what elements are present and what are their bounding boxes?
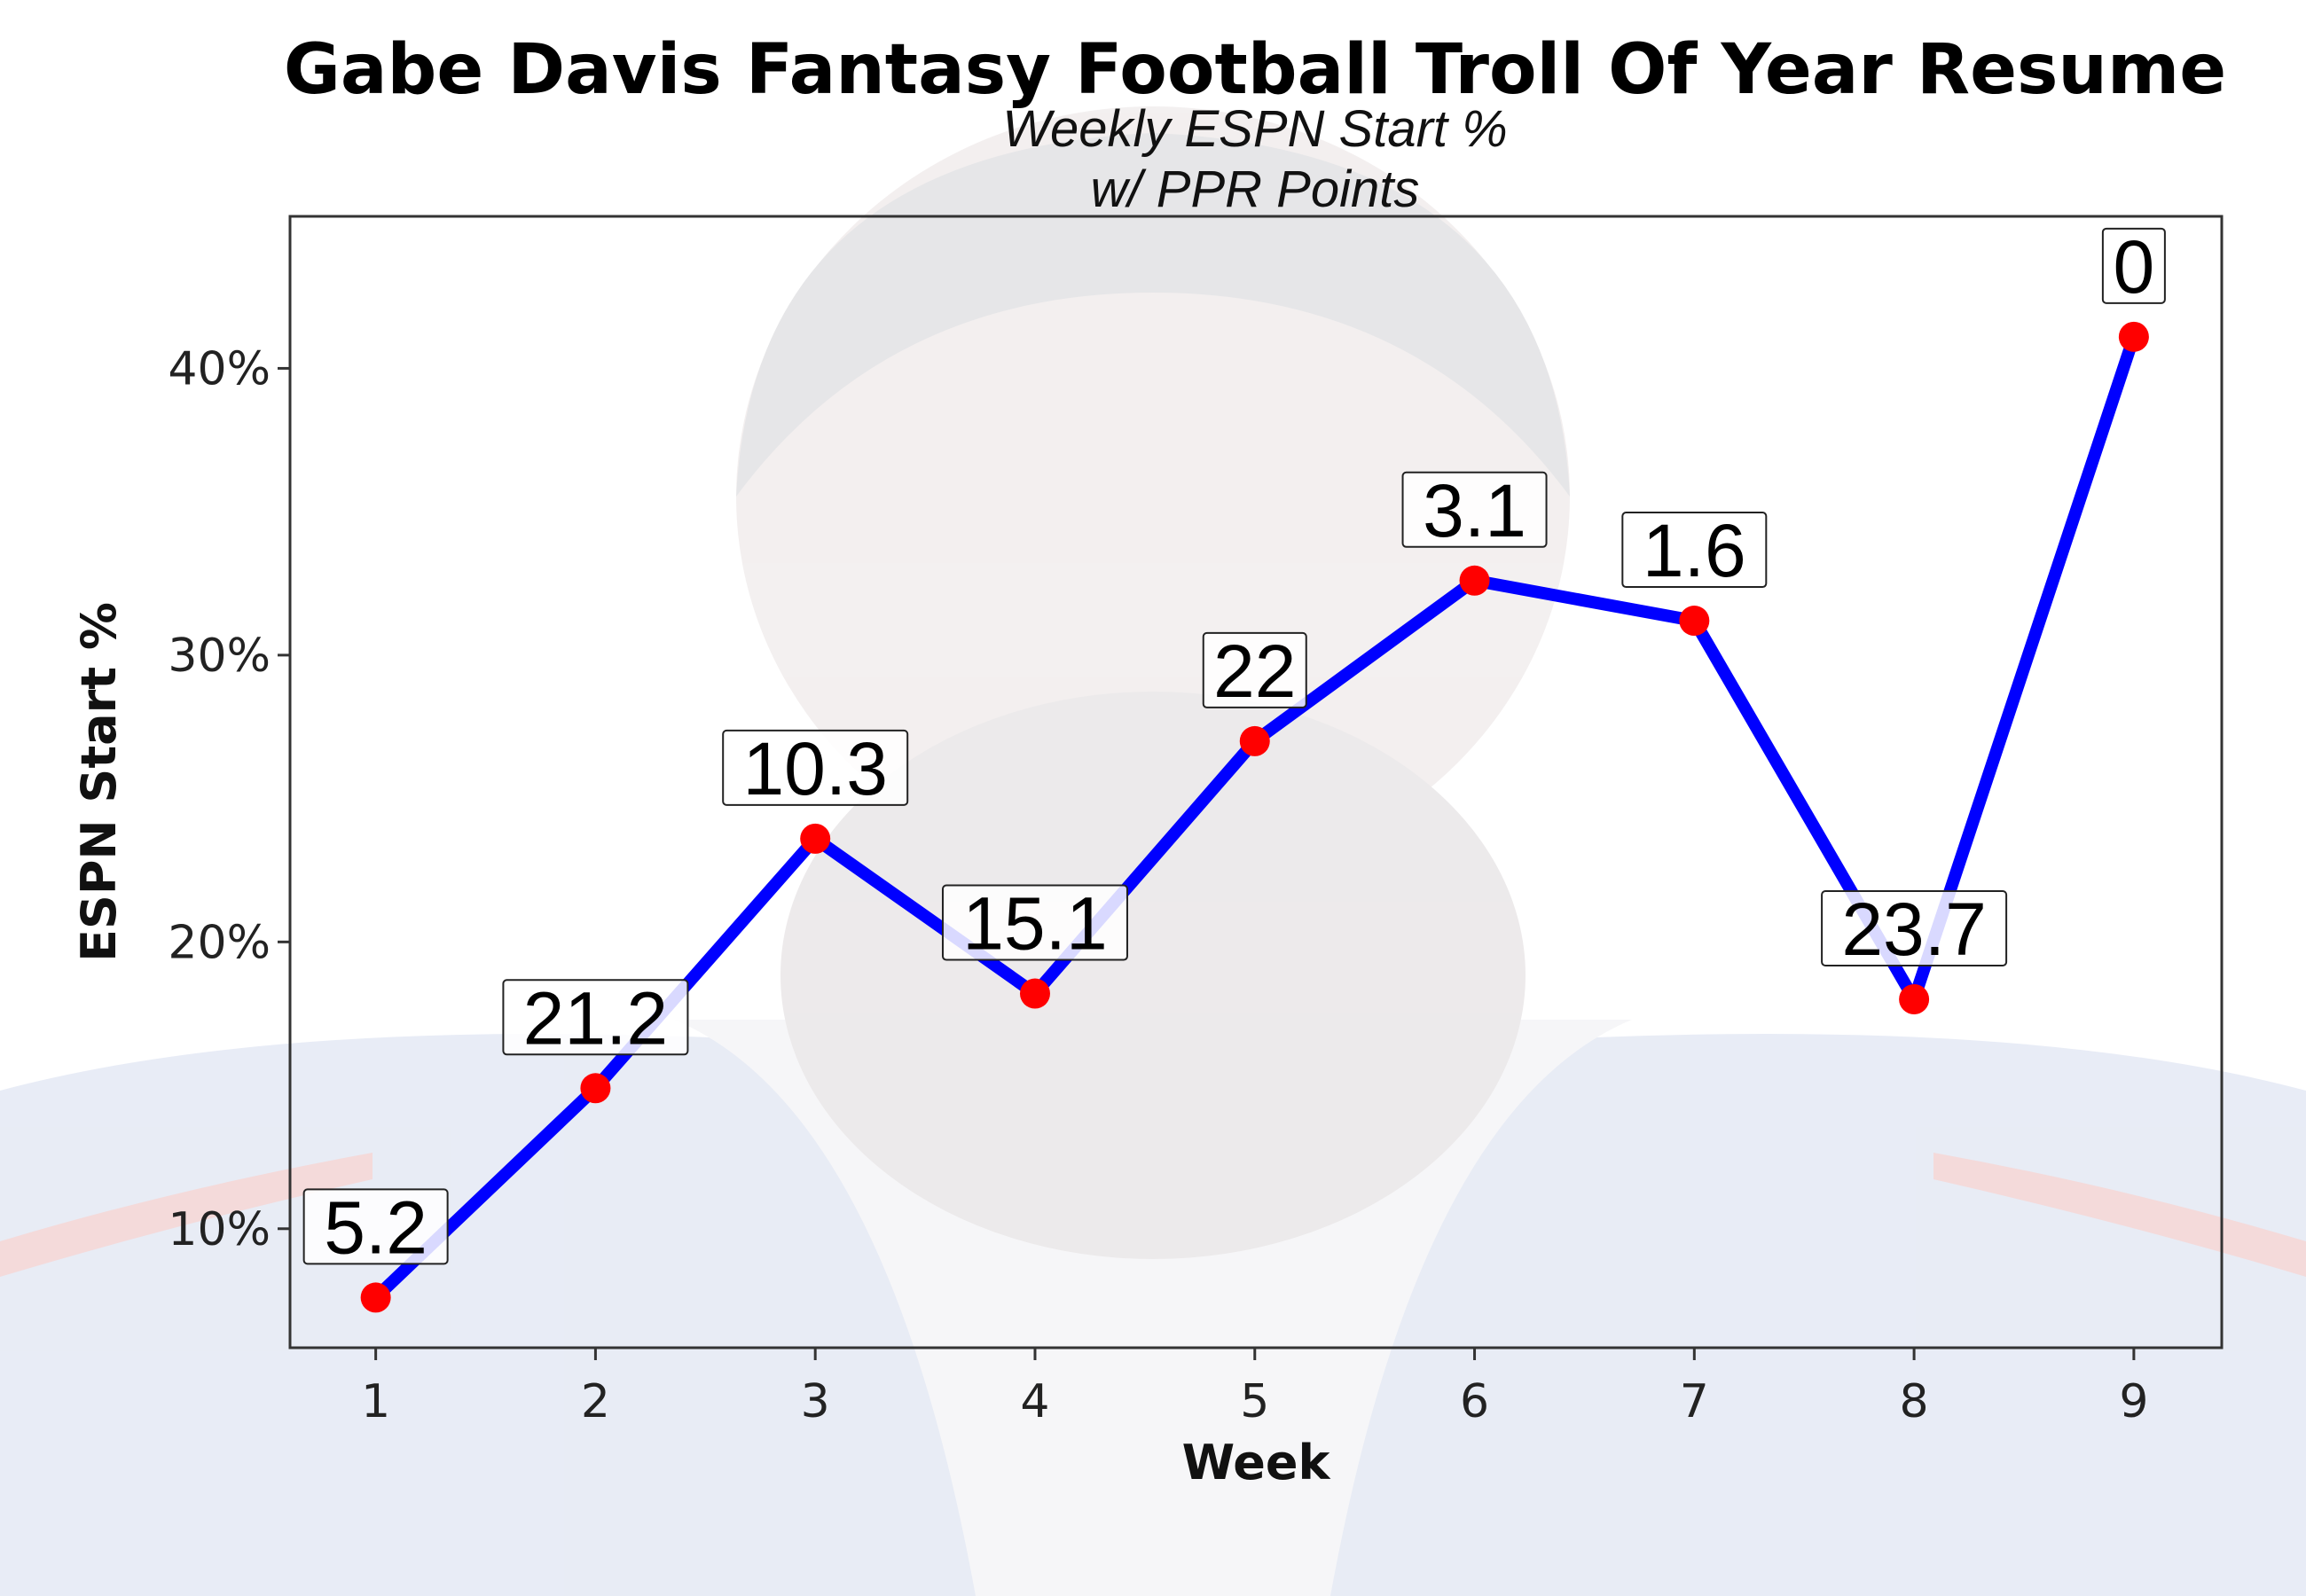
- point-label: 15.1: [941, 882, 1128, 966]
- point-label-text: 15.1: [962, 882, 1108, 966]
- x-tick-label: 8: [1900, 1375, 1929, 1428]
- x-tick-label: 5: [1240, 1375, 1269, 1428]
- data-point: [2118, 321, 2149, 352]
- data-point: [360, 1282, 391, 1313]
- point-label-text: 1.6: [1643, 509, 1746, 592]
- x-tick-label: 7: [1680, 1375, 1709, 1428]
- chart-title: Gabe Davis Fantasy Football Troll Of Yea…: [284, 30, 2226, 110]
- point-label-text: 23.7: [1841, 888, 1987, 971]
- point-label-box: [1202, 631, 1307, 708]
- data-point: [1239, 725, 1270, 756]
- point-label: 10.3: [722, 727, 909, 810]
- point-label-box: [1621, 512, 1768, 589]
- point-label-text: 0: [2114, 225, 2155, 309]
- x-axis-label: Week: [1182, 1435, 1331, 1490]
- chart-subtitle-line1: Weekly ESPN Start %: [1002, 100, 1507, 158]
- point-label: 21.2: [502, 976, 689, 1060]
- point-label: 1.6: [1621, 509, 1768, 592]
- y-axis-label: ESPN Start %: [71, 602, 127, 962]
- data-point: [1899, 984, 1930, 1015]
- point-label-box: [1401, 471, 1548, 548]
- point-label-box: [502, 979, 689, 1056]
- x-tick-label: 2: [581, 1375, 610, 1428]
- point-label-text: 21.2: [523, 976, 669, 1060]
- data-point: [1679, 606, 1710, 637]
- data-point: [800, 823, 831, 854]
- y-tick-label: 20%: [168, 916, 271, 969]
- x-tick-label: 1: [361, 1375, 390, 1428]
- chart-subtitle-line2: w/ PPR Points: [1091, 160, 1420, 218]
- x-tick-label: 4: [1020, 1375, 1049, 1428]
- point-label-text: 3.1: [1423, 469, 1526, 552]
- point-label-text: 10.3: [742, 727, 888, 810]
- point-label: 0: [2101, 225, 2166, 309]
- background-player-photo: [0, 106, 2306, 1596]
- point-label: 5.2: [302, 1185, 449, 1269]
- y-tick-label: 40%: [168, 342, 271, 395]
- point-label-box: [941, 884, 1128, 961]
- point-label: 22: [1202, 630, 1307, 713]
- point-label: 3.1: [1401, 469, 1548, 552]
- y-tick-label: 10%: [168, 1203, 271, 1256]
- data-point: [1019, 978, 1050, 1009]
- point-label-box: [302, 1188, 449, 1265]
- point-label-box: [1821, 890, 2008, 967]
- x-tick-label: 3: [801, 1375, 830, 1428]
- point-label-box: [722, 729, 909, 806]
- point-label-box: [2101, 227, 2166, 304]
- y-tick-label: 30%: [168, 630, 271, 683]
- point-label-text: 22: [1213, 630, 1296, 713]
- x-tick-label: 6: [1460, 1375, 1489, 1428]
- data-point: [580, 1073, 611, 1104]
- data-point: [1459, 565, 1490, 596]
- point-label-text: 5.2: [324, 1185, 427, 1269]
- point-label: 23.7: [1821, 888, 2008, 971]
- x-tick-label: 9: [2119, 1375, 2148, 1428]
